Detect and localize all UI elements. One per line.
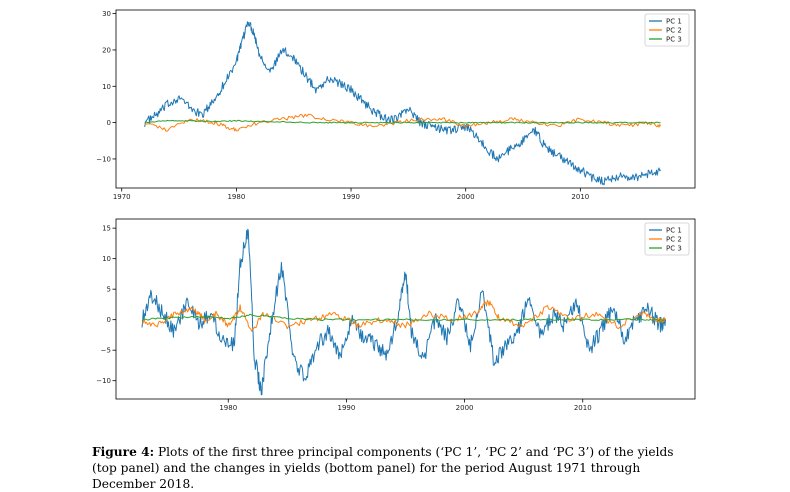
series-line-pc-2 bbox=[144, 113, 662, 132]
x-tick-label: 2010 bbox=[571, 193, 589, 201]
x-tick-label: 1990 bbox=[338, 404, 356, 412]
legend: PC 1PC 2PC 3 bbox=[644, 13, 690, 47]
axes-frame bbox=[115, 9, 696, 189]
figure-caption-label: Figure 4: bbox=[92, 445, 155, 459]
x-tick-label: 1970 bbox=[113, 193, 131, 201]
chart-panel-top: 1970 1980 1990 2000 2010 −10 0 10 20 30 PC 1PC 2PC… bbox=[96, 9, 696, 201]
axes-frame bbox=[115, 218, 696, 400]
y-tick-label: 0 bbox=[107, 119, 111, 127]
figure-caption-text: Plots of the first three principal compo… bbox=[92, 445, 674, 491]
y-tick-label: 0 bbox=[107, 316, 111, 324]
y-tick-label: −10 bbox=[96, 377, 111, 385]
y-tick-label: 30 bbox=[102, 10, 111, 18]
series-line-pc-1 bbox=[141, 228, 666, 396]
series-line-pc-3 bbox=[144, 119, 661, 124]
y-tick-label: −10 bbox=[96, 155, 111, 163]
figure-caption: Figure 4: Plots of the first three princ… bbox=[92, 444, 702, 492]
legend-label: PC 1 bbox=[666, 17, 682, 25]
legend: PC 1PC 2PC 3 bbox=[644, 222, 690, 256]
series-line-pc-2 bbox=[141, 299, 666, 332]
y-tick-label: 10 bbox=[102, 83, 111, 91]
y-tick-label: 5 bbox=[107, 286, 111, 294]
legend-box bbox=[644, 222, 690, 256]
x-tick-label: 2000 bbox=[456, 404, 474, 412]
x-tick-label: 1980 bbox=[227, 193, 245, 201]
x-tick-label: 2000 bbox=[457, 193, 475, 201]
y-tick-label: −5 bbox=[101, 347, 111, 355]
legend-label: PC 3 bbox=[666, 35, 682, 43]
legend-box bbox=[644, 13, 690, 47]
legend-label: PC 3 bbox=[666, 244, 682, 252]
legend-label: PC 1 bbox=[666, 226, 682, 234]
legend-label: PC 2 bbox=[666, 235, 682, 243]
y-tick-label: 20 bbox=[102, 46, 111, 54]
chart-panel-bottom: 1980 1990 2000 2010 −10 −5 0 5 10 15 PC 1PC 2PC 3 bbox=[96, 218, 696, 412]
series-line-pc-3 bbox=[141, 313, 666, 322]
legend-label: PC 2 bbox=[666, 26, 682, 34]
y-tick-label: 15 bbox=[102, 225, 111, 233]
x-tick-label: 1980 bbox=[219, 404, 237, 412]
x-tick-label: 2010 bbox=[574, 404, 592, 412]
y-tick-label: 10 bbox=[102, 255, 111, 263]
series-line-pc-1 bbox=[144, 21, 662, 186]
x-tick-label: 1990 bbox=[342, 193, 360, 201]
